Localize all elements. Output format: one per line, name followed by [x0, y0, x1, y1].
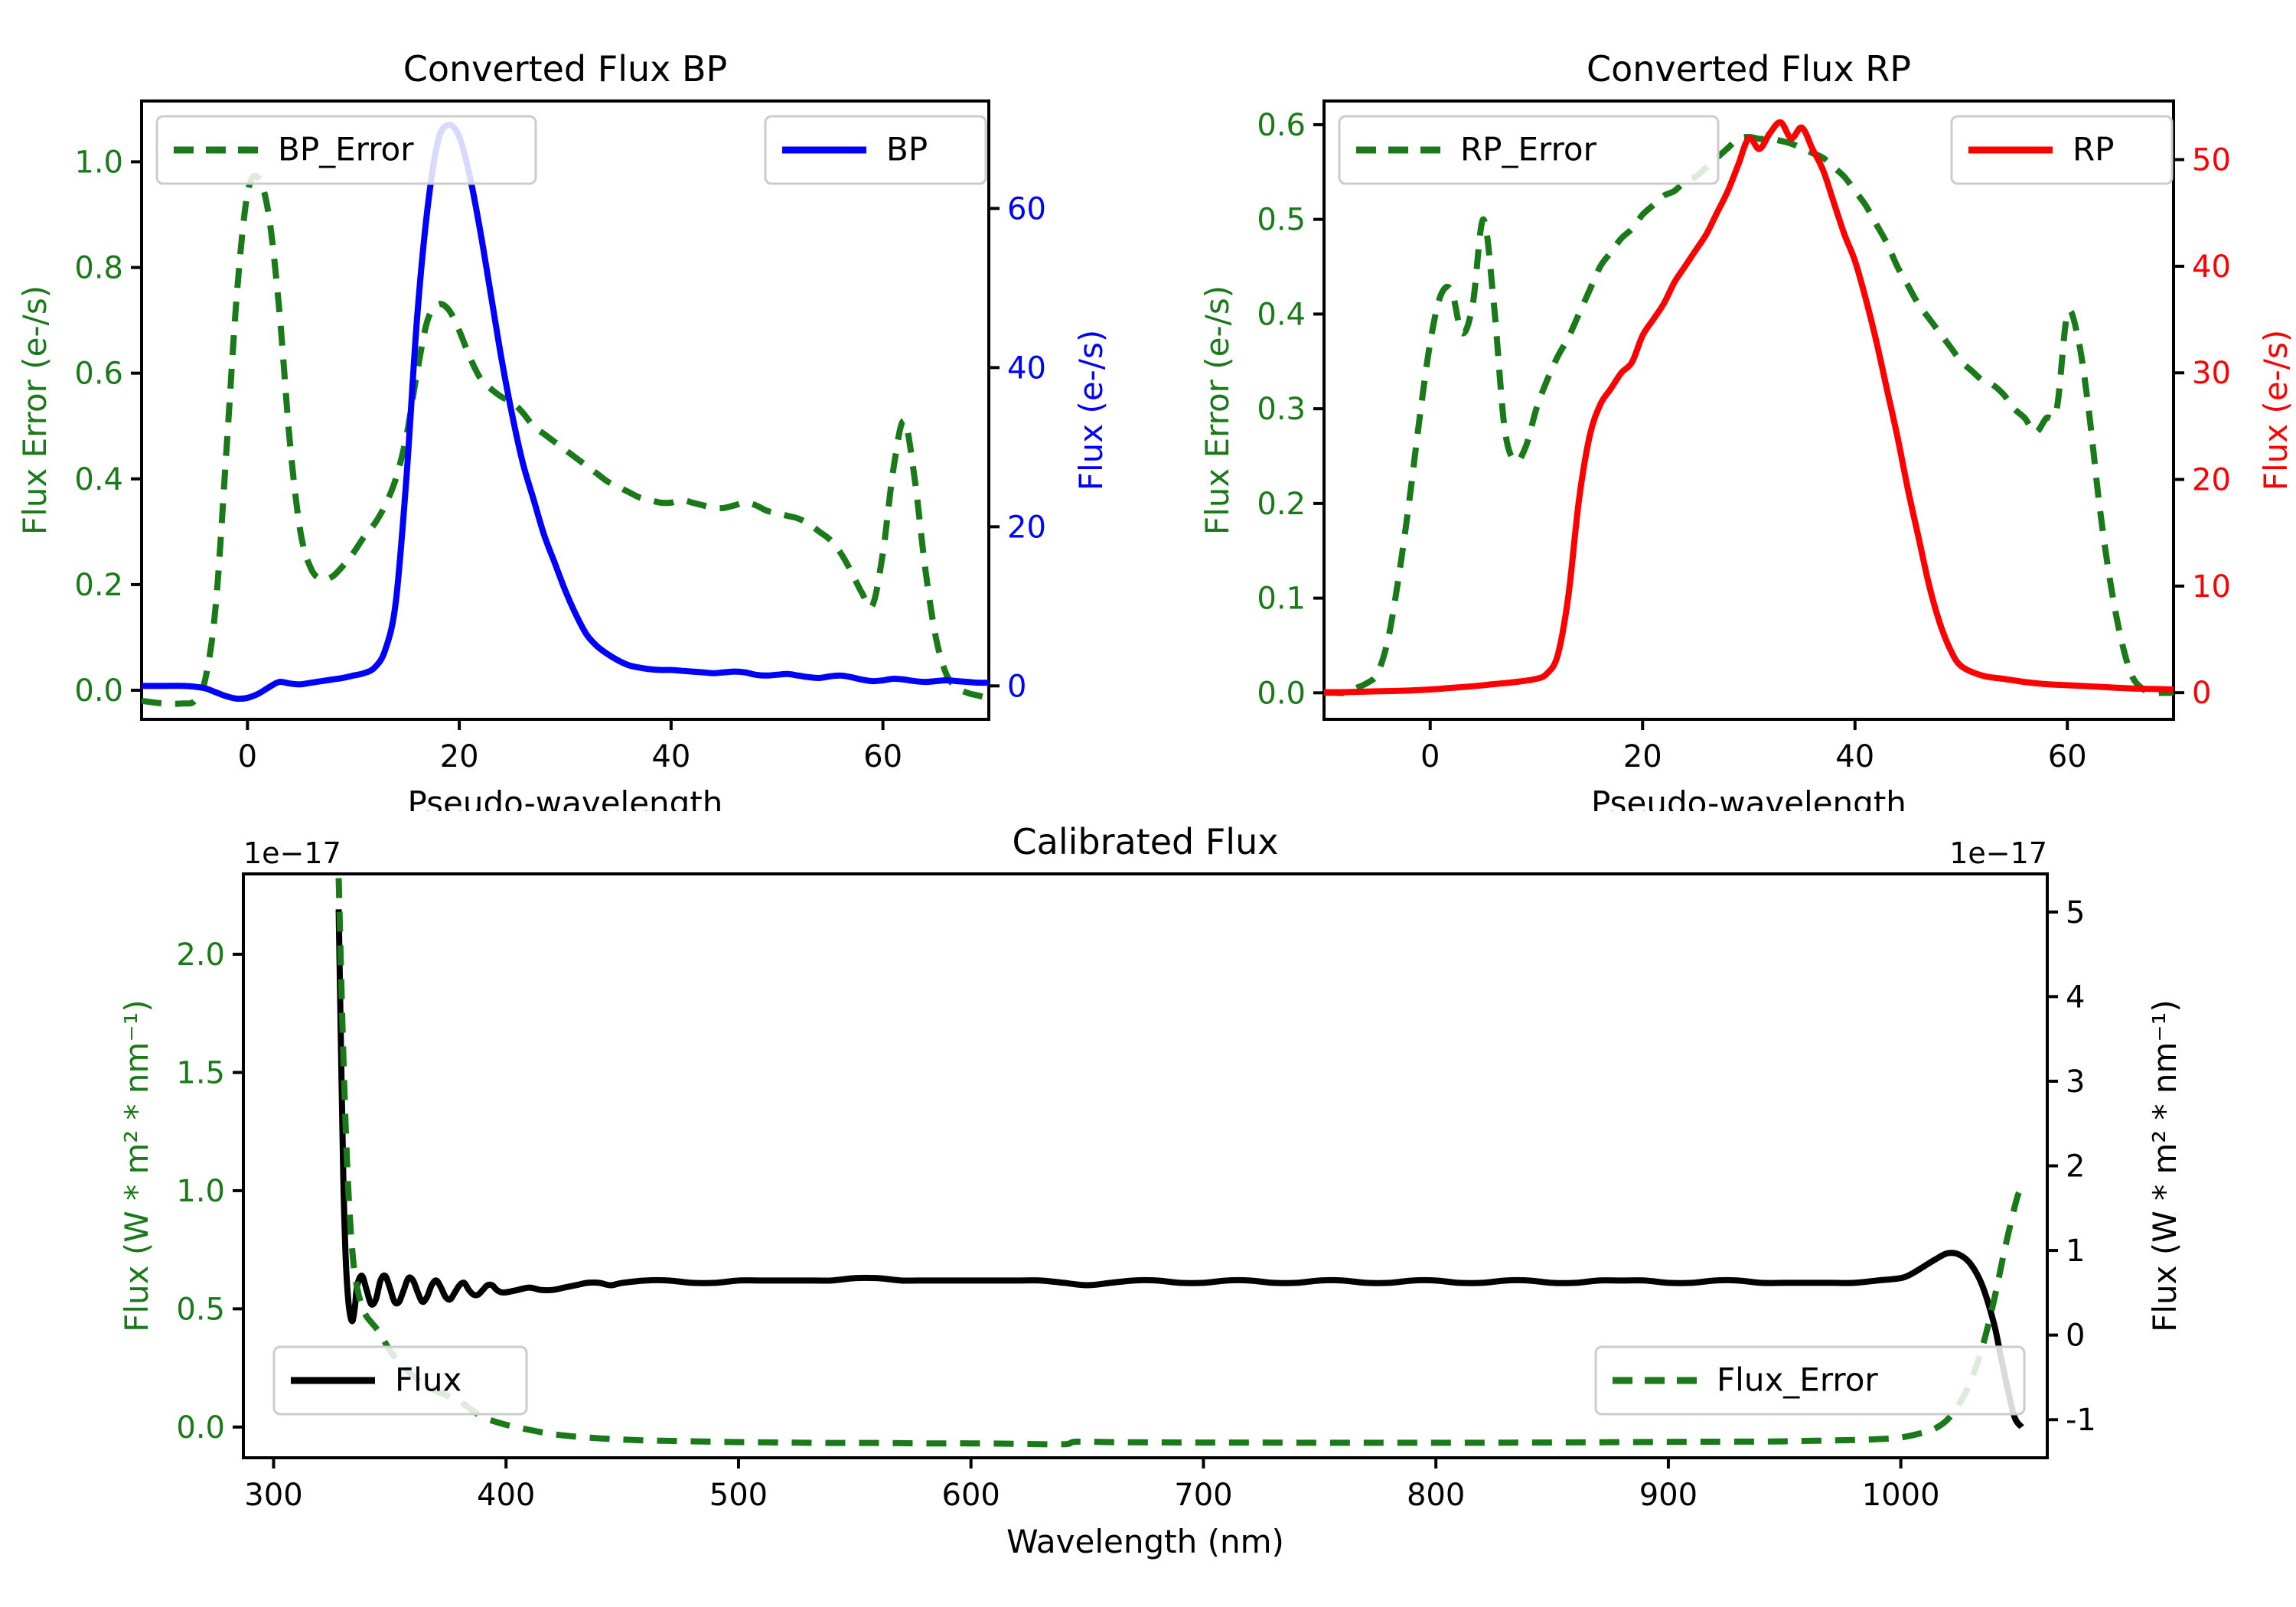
y-tick-label-right: 1: [2066, 1234, 2085, 1269]
y-tick-label-right: 3: [2066, 1064, 2085, 1100]
x-tick-label: 500: [709, 1478, 768, 1513]
legend-box: [1338, 115, 1720, 185]
legend-label: Flux: [395, 1361, 461, 1399]
legend-bp-error[interactable]: BP_Error: [155, 115, 537, 185]
legend-label: RP: [2073, 131, 2115, 168]
legend-label: BP: [886, 131, 928, 168]
x-tick-label: 700: [1174, 1478, 1232, 1513]
y-tick-label-right: 0: [2192, 676, 2211, 711]
x-tick-label: 400: [477, 1478, 535, 1513]
y-axis-offset-right: 1e−17: [1949, 836, 2047, 870]
calibrated-chart-svg: Calibrated Flux 300 400 500 600 700 800 900 1000…: [118, 821, 2183, 1560]
x-axis-label: Pseudo-wavelength: [408, 784, 723, 811]
panel-title: Calibrated Flux: [1013, 821, 1279, 862]
y-tick-label-right: 40: [1007, 350, 1046, 386]
series-bp: [142, 122, 989, 702]
y-tick-label-right: 20: [2192, 463, 2231, 498]
y-tick-label-right: 40: [2192, 249, 2231, 285]
y-tick-label-right: 20: [1007, 510, 1046, 545]
y-tick-label-left: 0.0: [74, 673, 123, 709]
y-tick-label-right: -1: [2066, 1403, 2096, 1438]
series-rp-error: [1324, 134, 2174, 696]
y-tick-label-left: 0.8: [74, 251, 123, 286]
legend-flux-error[interactable]: Flux_Error: [1594, 1345, 2026, 1416]
x-tick-label: 800: [1407, 1478, 1465, 1513]
y-tick-label-right: 50: [2192, 143, 2231, 178]
x-tick-label: 40: [1835, 739, 1874, 774]
bp-chart-svg: Converted Flux BP 0 20 40 60 Pseudo-wavelengt…: [16, 48, 1110, 811]
legend-box: [764, 115, 987, 185]
y-tick-label-left: 0.4: [1257, 297, 1306, 332]
y-tick-label-left: 0.2: [74, 568, 123, 603]
panel-converted-flux-rp: Converted Flux RP 0 20 40 60 Pseudo-wavelengt…: [1148, 46, 2296, 811]
legend-label: Flux_Error: [1717, 1361, 1878, 1399]
y-tick-label-left: 1.0: [74, 145, 123, 180]
y-tick-label-left: 0.4: [74, 462, 123, 497]
x-tick-label: 1000: [1862, 1478, 1940, 1513]
legend-rp[interactable]: RP: [1950, 115, 2174, 185]
panel-title: Converted Flux BP: [403, 48, 728, 90]
y-tick-label-left: 0.3: [1257, 392, 1306, 427]
y-tick-label-left: 1.5: [176, 1055, 225, 1090]
plot-frame: [140, 99, 990, 721]
y-tick-label-left: 0.1: [1257, 582, 1306, 617]
y-tick-label-right: 0: [1007, 669, 1026, 704]
y-tick-label-left: 0.0: [1257, 676, 1306, 711]
legend-bp[interactable]: BP: [764, 115, 987, 185]
legend-box: [1950, 115, 2174, 185]
y-tick-label-left: 2.0: [176, 937, 225, 973]
x-tick-label: 0: [1420, 739, 1440, 774]
legend-box: [1594, 1345, 2026, 1416]
y-tick-label-right: 0: [2066, 1319, 2085, 1354]
y-tick-label-left: 0.2: [1257, 487, 1306, 522]
y-tick-label-left: 0.6: [74, 357, 123, 392]
legend-rp-error[interactable]: RP_Error: [1338, 115, 1720, 185]
series-rp: [1324, 119, 2174, 696]
legend-flux[interactable]: Flux: [272, 1345, 528, 1416]
x-tick-label: 300: [244, 1478, 302, 1513]
plot-frame: [1322, 99, 2175, 721]
y-axis-offset-left: 1e−17: [243, 836, 341, 870]
y-axis-label-right: Flux (e-/s): [2257, 330, 2294, 491]
x-tick-label: 600: [942, 1478, 1000, 1513]
y-tick-label-left: 0.5: [1257, 203, 1306, 238]
y-tick-label-right: 60: [1007, 191, 1046, 227]
panel-title: Converted Flux RP: [1587, 48, 1911, 90]
y-axis-label-left: Flux Error (e-/s): [1199, 285, 1236, 535]
x-tick-label: 900: [1639, 1478, 1698, 1513]
x-tick-label: 60: [863, 739, 902, 774]
x-tick-label: 60: [2048, 739, 2087, 774]
y-tick-label-left: 1.0: [176, 1174, 225, 1209]
y-tick-label-left: 0.6: [1257, 108, 1306, 143]
legend-label: RP_Error: [1460, 131, 1597, 168]
x-tick-label: 40: [651, 739, 690, 774]
legend-box: [272, 1345, 528, 1416]
series-flux: [335, 909, 2024, 1429]
y-tick-label-right: 4: [2066, 980, 2085, 1015]
y-tick-label-right: 30: [2192, 356, 2231, 391]
x-tick-label: 0: [238, 739, 257, 774]
x-tick-label: 20: [1623, 739, 1662, 774]
y-tick-label-right: 10: [2192, 569, 2231, 605]
y-tick-label-left: 0.5: [176, 1292, 225, 1327]
panel-calibrated-flux: Calibrated Flux 300 400 500 600 700 800 900 1000…: [0, 811, 2296, 1607]
rp-chart-svg: Converted Flux RP 0 20 40 60 Pseudo-wavelengt…: [1199, 48, 2294, 811]
y-axis-label-left: Flux Error (e-/s): [16, 285, 54, 535]
y-tick-label-right: 5: [2066, 895, 2085, 931]
legend-label: BP_Error: [278, 131, 414, 168]
y-axis-label-left: Flux (W * m² * nm⁻¹): [118, 999, 155, 1332]
x-tick-label: 20: [440, 739, 479, 774]
y-tick-label-left: 0.0: [176, 1410, 225, 1446]
x-axis-label: Pseudo-wavelength: [1591, 784, 1906, 811]
legend-box: [155, 115, 537, 185]
y-axis-label-right: Flux (W * m² * nm⁻¹): [2146, 999, 2183, 1332]
y-axis-label-right: Flux (e-/s): [1072, 330, 1110, 491]
x-axis-label: Wavelength (nm): [1006, 1523, 1284, 1560]
series-bp-error: [142, 172, 989, 707]
panel-converted-flux-bp: Converted Flux BP 0 20 40 60 Pseudo-wavelengt…: [0, 46, 1133, 811]
y-tick-label-right: 2: [2066, 1149, 2085, 1185]
